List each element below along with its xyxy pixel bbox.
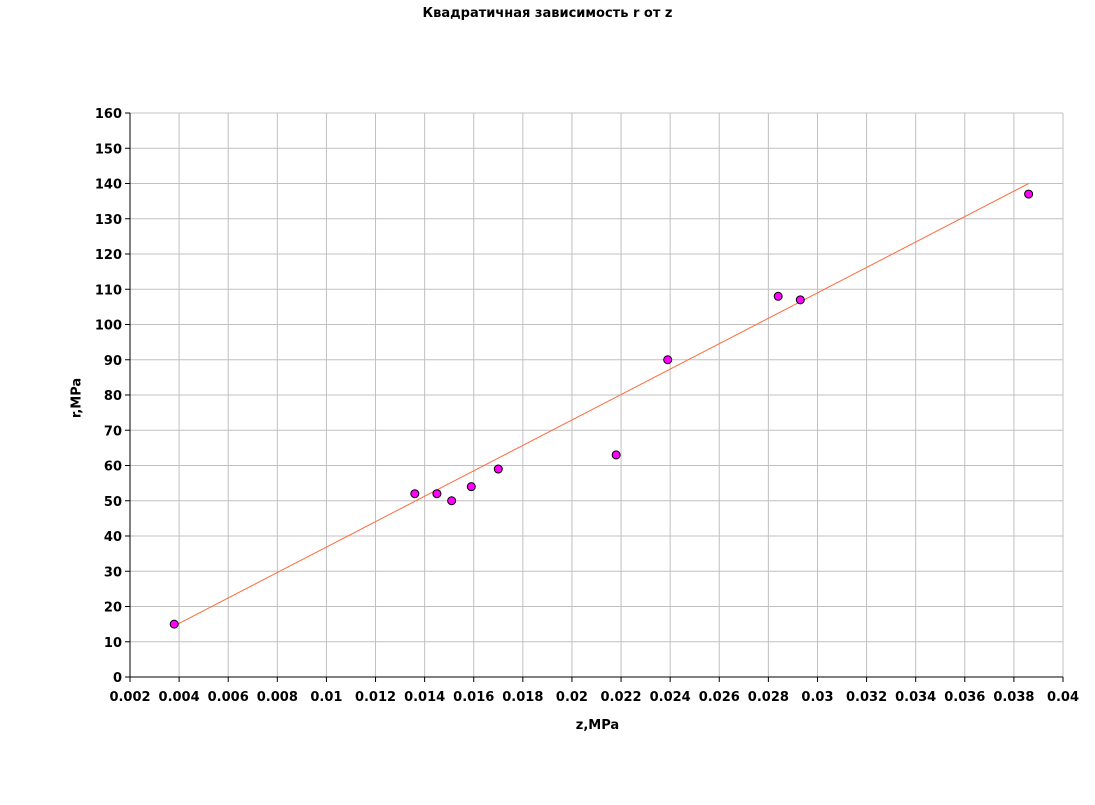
x-tick-label-18: 0.038 [993, 690, 1034, 705]
data-point-10 [1024, 189, 1034, 199]
x-tick-label-0: 0.002 [109, 690, 150, 705]
x-tick-label-15: 0.032 [846, 690, 887, 705]
data-point-3 [447, 496, 457, 506]
x-tick-label-11: 0.024 [650, 690, 691, 705]
x-tick-label-19: 0.04 [1047, 690, 1079, 705]
y-tick-label-8: 80 [104, 389, 122, 404]
x-tick-label-5: 0.012 [355, 690, 396, 705]
y-tick-label-9: 90 [104, 354, 122, 369]
x-tick-label-6: 0.014 [404, 690, 445, 705]
y-tick-label-2: 20 [104, 601, 122, 616]
y-tick-label-0: 0 [113, 671, 122, 686]
data-point-1 [410, 489, 420, 499]
x-tick-label-4: 0.01 [310, 690, 342, 705]
y-tick-label-3: 30 [104, 565, 122, 580]
x-tick-label-13: 0.028 [748, 690, 789, 705]
data-point-5 [493, 464, 503, 474]
y-tick-label-1: 10 [104, 636, 122, 651]
x-tick-label-17: 0.036 [944, 690, 985, 705]
y-tick-label-6: 60 [104, 460, 122, 475]
x-tick-label-9: 0.02 [556, 690, 588, 705]
data-point-7 [663, 355, 673, 365]
x-tick-label-7: 0.016 [453, 690, 494, 705]
x-tick-label-12: 0.026 [699, 690, 740, 705]
x-tick-label-10: 0.022 [600, 690, 641, 705]
x-axis-label: z,MPa [575, 718, 620, 733]
x-tick-label-3: 0.008 [257, 690, 298, 705]
data-point-2 [432, 489, 442, 499]
x-tick-label-1: 0.004 [159, 690, 200, 705]
y-tick-label-16: 160 [95, 107, 122, 122]
x-tick-label-2: 0.006 [208, 690, 249, 705]
x-tick-label-14: 0.03 [801, 690, 833, 705]
y-tick-label-15: 150 [95, 142, 122, 157]
data-point-9 [795, 295, 805, 305]
data-point-0 [169, 619, 179, 629]
x-tick-label-16: 0.034 [895, 690, 936, 705]
x-tick-label-8: 0.018 [502, 690, 543, 705]
data-point-4 [466, 482, 476, 492]
y-tick-label-10: 100 [95, 319, 122, 334]
chart-title: Квадратичная зависимость r от z [422, 6, 673, 21]
y-tick-label-11: 110 [95, 283, 122, 298]
data-point-6 [611, 450, 621, 460]
trend-line-segment-0 [173, 183, 1029, 627]
y-tick-label-14: 140 [95, 178, 122, 193]
data-point-8 [773, 291, 783, 301]
y-tick-label-5: 50 [104, 495, 122, 510]
y-axis-label: r,MPa [69, 377, 85, 419]
y-tick-label-4: 40 [104, 530, 122, 545]
y-tick-label-13: 130 [95, 213, 122, 228]
y-tick-label-12: 120 [95, 248, 122, 263]
y-tick-label-7: 70 [104, 424, 122, 439]
